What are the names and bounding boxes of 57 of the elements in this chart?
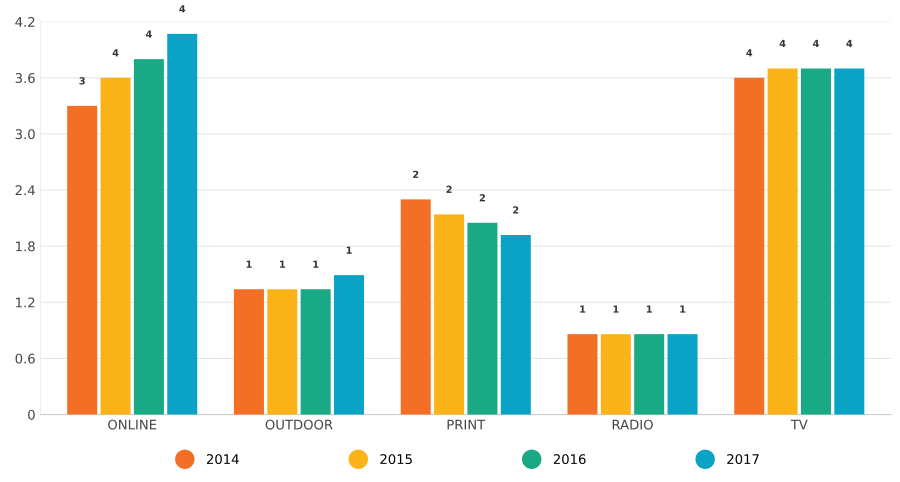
x-tick-label: ONLINE bbox=[108, 420, 156, 430]
data-label: 2 bbox=[413, 170, 418, 178]
y-tick-label: 3.6 bbox=[16, 73, 35, 84]
data-label: 4 bbox=[146, 30, 152, 38]
data-label: 2 bbox=[480, 194, 485, 202]
x-tick-label: OUTDOOR bbox=[266, 420, 333, 430]
data-label: 3 bbox=[79, 77, 85, 85]
bar bbox=[567, 334, 598, 415]
data-label: 1 bbox=[580, 306, 586, 313]
bar bbox=[400, 199, 431, 415]
data-label: 4 bbox=[813, 40, 819, 47]
bar bbox=[134, 59, 164, 415]
data-label: 1 bbox=[313, 260, 318, 268]
data-label: 4 bbox=[846, 40, 852, 47]
bar bbox=[234, 289, 264, 415]
bar bbox=[500, 234, 531, 415]
y-tick-label: 1.8 bbox=[16, 241, 35, 252]
bar bbox=[100, 78, 131, 415]
data-label: 2 bbox=[513, 206, 518, 214]
bar bbox=[834, 68, 864, 415]
data-label: 1 bbox=[280, 260, 286, 268]
y-tick-label: 0.6 bbox=[16, 354, 35, 364]
x-tick-label: PRINT bbox=[448, 420, 486, 430]
x-tick-label: TV bbox=[790, 420, 808, 430]
data-label: 1 bbox=[646, 306, 652, 313]
data-label: 1 bbox=[346, 246, 352, 254]
data-label: 4 bbox=[112, 49, 118, 56]
bar bbox=[267, 289, 298, 415]
data-label: 4 bbox=[179, 5, 186, 12]
bar bbox=[800, 68, 831, 415]
bar bbox=[467, 222, 498, 415]
legend-label: 2015 bbox=[380, 454, 412, 464]
bar bbox=[668, 334, 698, 415]
data-label: 1 bbox=[246, 260, 252, 268]
data-label: 4 bbox=[746, 49, 752, 56]
bar bbox=[434, 214, 464, 415]
y-tick-label: 2.4 bbox=[16, 185, 35, 196]
data-label: 4 bbox=[780, 40, 786, 47]
bar bbox=[300, 289, 331, 415]
data-label: 2 bbox=[446, 186, 452, 193]
y-tick-label: 4.2 bbox=[15, 16, 34, 27]
legend-label: 2014 bbox=[206, 454, 239, 464]
y-tick-label: 3.0 bbox=[16, 129, 35, 140]
bar bbox=[600, 334, 631, 415]
bar bbox=[634, 334, 664, 415]
legend-label: 2017 bbox=[727, 454, 759, 464]
legend-label: 2016 bbox=[554, 454, 586, 464]
bar bbox=[768, 68, 798, 415]
data-label: 1 bbox=[680, 306, 686, 313]
bar bbox=[167, 34, 198, 415]
x-tick-label: RADIO bbox=[612, 420, 653, 430]
y-tick-label: 1.2 bbox=[16, 298, 34, 308]
y-tick-label: 0 bbox=[28, 410, 35, 420]
bar bbox=[734, 78, 764, 415]
bar bbox=[334, 275, 364, 415]
data-label: 1 bbox=[614, 306, 619, 313]
bar bbox=[67, 106, 98, 415]
